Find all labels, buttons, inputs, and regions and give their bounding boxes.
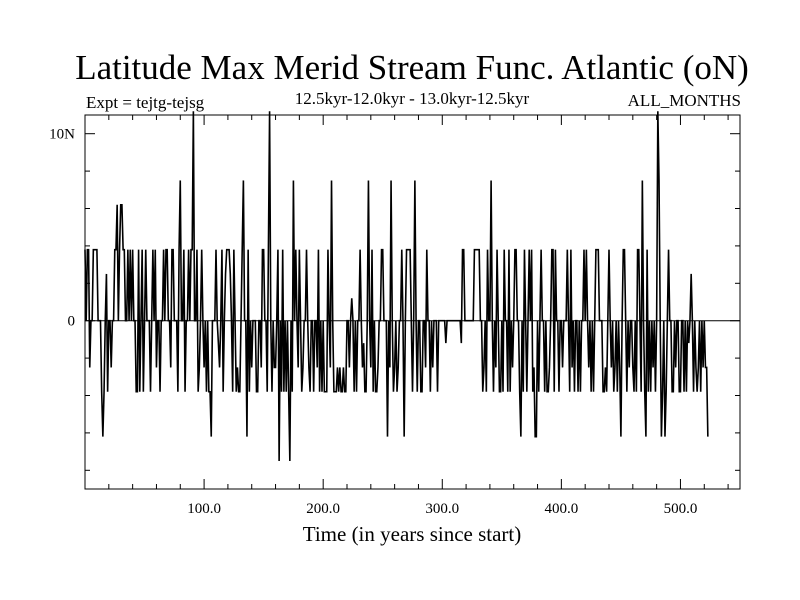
y-tick-label: 10N <box>49 127 75 143</box>
x-tick-label: 100.0 <box>187 501 221 517</box>
x-axis-label: Time (in years since start) <box>303 522 522 546</box>
x-tick-label: 300.0 <box>425 501 459 517</box>
months-label: ALL_MONTHS <box>628 91 741 110</box>
series-line <box>84 111 709 461</box>
y-tick-label: 0 <box>68 314 76 330</box>
x-tick-label: 500.0 <box>664 501 698 517</box>
chart-title: Latitude Max Merid Stream Func. Atlantic… <box>75 48 749 87</box>
plot-frame <box>84 114 741 490</box>
experiment-label: Expt = tejtg-tejsg <box>86 93 205 112</box>
x-tick-label: 400.0 <box>544 501 578 517</box>
chart-subtitle: 12.5kyr-12.0kyr - 13.0kyr-12.5kyr <box>295 89 530 108</box>
x-tick-label: 200.0 <box>306 501 340 517</box>
